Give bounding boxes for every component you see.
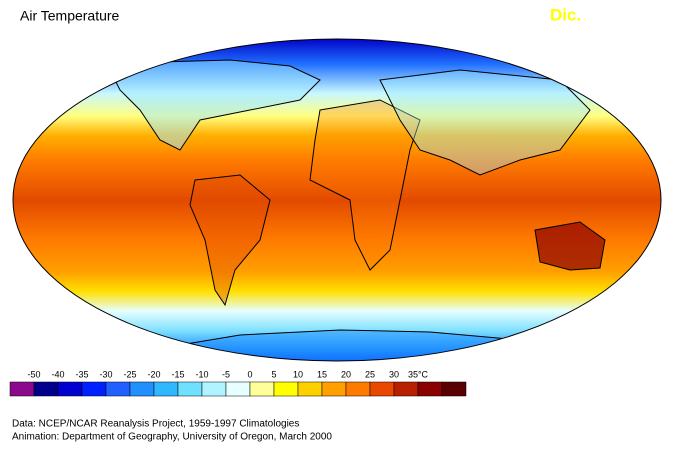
legend-tick-label: 15 <box>317 369 327 379</box>
legend-swatch <box>129 381 155 397</box>
legend-swatch <box>417 381 443 397</box>
legend-swatch <box>201 381 227 397</box>
legend-tick-label: -15 <box>171 369 184 379</box>
legend-swatch <box>81 381 107 397</box>
legend-tick-label: 25 <box>365 369 375 379</box>
month-label: Dic. <box>550 5 581 24</box>
legend-swatch <box>297 381 323 397</box>
legend-tick-label: 0 <box>247 369 252 379</box>
color-legend: -50 -40 -35 -30 -25 -20 -15 -10 -5 0 5 10 15 20 25 30 35… <box>9 369 467 397</box>
legend-tick-label: -30 <box>99 369 112 379</box>
legend-swatch <box>369 381 395 397</box>
legend-tick-label: -40 <box>51 369 64 379</box>
legend-tick-label: -50 <box>27 369 40 379</box>
legend-swatch <box>9 381 35 397</box>
title: Air Temperature <box>20 8 120 24</box>
legend-swatch <box>393 381 419 397</box>
legend-swatch <box>249 381 275 397</box>
legend-tick-label: 35°C <box>408 369 429 379</box>
legend-tick-label: -5 <box>222 369 230 379</box>
footer-animation: Animation: Department of Geography, Univ… <box>12 432 332 443</box>
legend-tick-label: -25 <box>123 369 136 379</box>
legend-swatch <box>105 381 131 397</box>
legend-tick-label: 10 <box>293 369 303 379</box>
footer-data: Data: NCEP/NCAR Reanalysis Project, 1959… <box>12 419 299 430</box>
legend-swatch <box>153 381 179 397</box>
legend-swatch <box>441 381 467 397</box>
legend-tick-label: -35 <box>75 369 88 379</box>
legend-tick-label: -10 <box>195 369 208 379</box>
legend-swatch <box>177 381 203 397</box>
legend-tick-label: 30 <box>389 369 399 379</box>
legend-tick-label: 5 <box>271 369 276 379</box>
legend-tick-label: -20 <box>147 369 160 379</box>
globe <box>13 39 661 361</box>
legend-swatch <box>273 381 299 397</box>
legend-swatch <box>345 381 371 397</box>
temperature-field <box>13 39 661 361</box>
legend-tick-label: 20 <box>341 369 351 379</box>
legend-swatch <box>33 381 59 397</box>
legend-swatch <box>57 381 83 397</box>
legend-swatch <box>321 381 347 397</box>
legend-swatch <box>225 381 251 397</box>
globe-outline <box>12 38 662 362</box>
